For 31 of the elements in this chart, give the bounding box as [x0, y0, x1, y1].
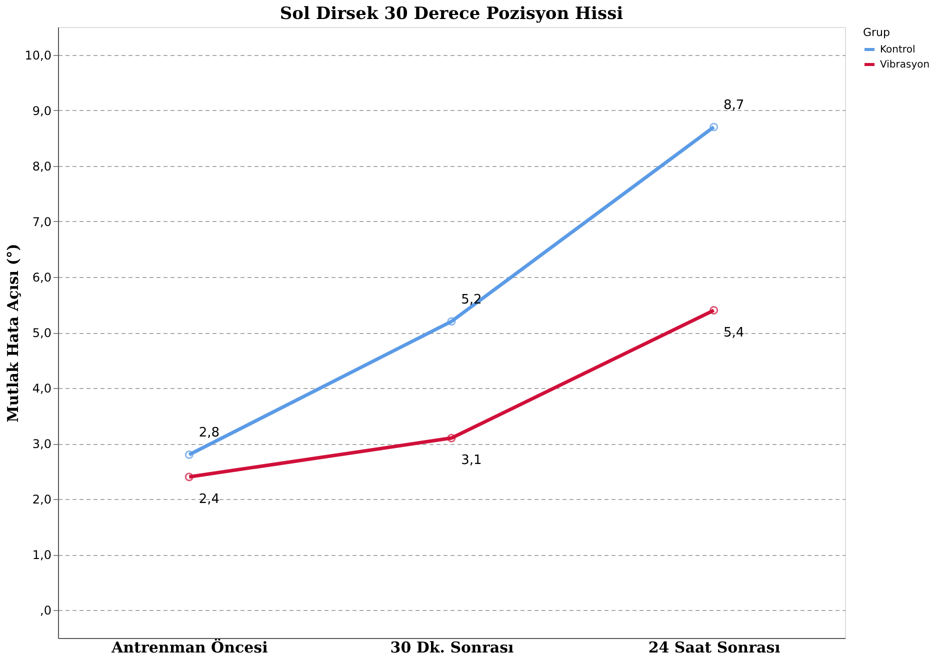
point — [447, 317, 456, 326]
y-tick-label: 6,0 — [32, 270, 52, 284]
y-tick-label: ,0 — [40, 604, 52, 618]
y-tick-label: 3,0 — [32, 437, 52, 452]
y-tick-label: 7,0 — [32, 214, 52, 229]
point — [447, 434, 456, 442]
legend-label: Vibrasyon — [880, 60, 930, 70]
point — [184, 450, 194, 459]
y-tick-label: 2,0 — [32, 492, 52, 507]
x-tick-label: 24 Saat Sonrası — [648, 638, 781, 656]
legend-label: Kontrol — [880, 44, 916, 56]
y-tick-label: 4,0 — [32, 382, 52, 396]
legend-title: Grup — [863, 26, 890, 39]
y-axis-title: Mutlak Hata Açısı (°) — [4, 244, 22, 422]
x-tick-label: 30 Dk. Sonrası — [390, 638, 514, 656]
y-tick-label: 10,0 — [24, 48, 52, 62]
data-label: 3,1 — [461, 453, 482, 468]
y-tick-label: 8,0 — [32, 159, 52, 174]
y-tick-label: 1,0 — [32, 548, 52, 562]
data-label: 5,4 — [723, 325, 744, 340]
y-tick-label: 9,0 — [32, 104, 52, 118]
point — [710, 306, 718, 315]
point — [710, 122, 718, 132]
data-label: 2,8 — [198, 426, 220, 441]
data-label: 5,2 — [461, 292, 482, 308]
point — [184, 472, 194, 482]
data-label: 2,4 — [198, 492, 220, 507]
data-label: 8,7 — [723, 98, 744, 113]
x-tick-label: Antrenman Öncesi — [110, 638, 268, 656]
y-tick-label: 5,0 — [32, 326, 52, 340]
chart-title: Sol Dirsek 30 Derece Pozisyon Hissi — [280, 4, 624, 24]
